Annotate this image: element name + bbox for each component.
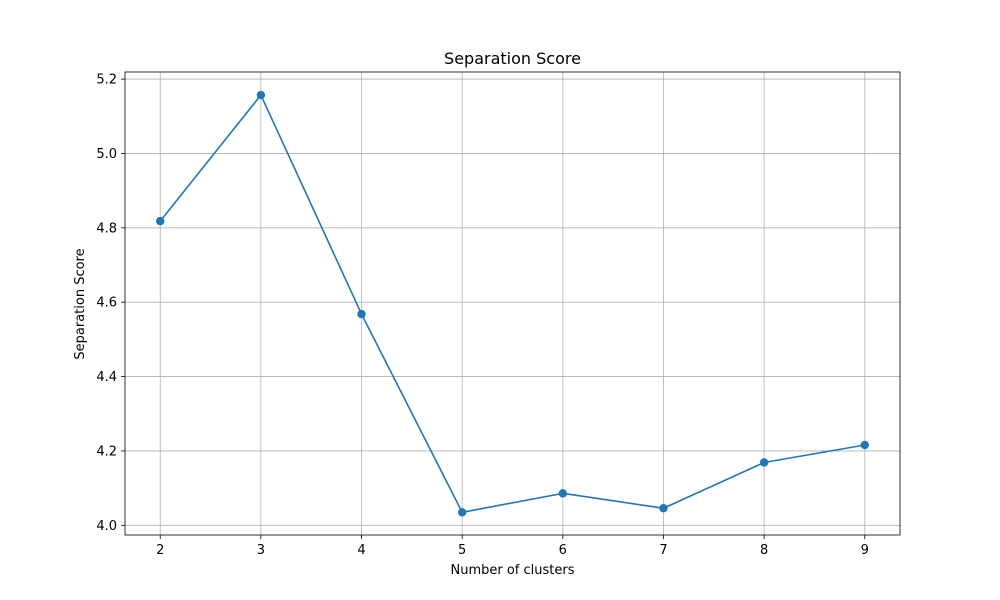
data-point bbox=[457, 508, 467, 517]
y-tick-label: 4.8 bbox=[96, 221, 117, 236]
data-point bbox=[256, 90, 266, 100]
x-tick-label: 5 bbox=[458, 543, 466, 558]
grid bbox=[125, 72, 900, 535]
y-axis-label: Separation Score bbox=[73, 248, 88, 359]
y-tick-label: 4.4 bbox=[96, 370, 117, 385]
data-point bbox=[357, 309, 366, 319]
x-tick-label: 7 bbox=[659, 543, 667, 558]
y-tick-label: 4.6 bbox=[96, 296, 117, 311]
data-point bbox=[659, 504, 668, 513]
y-tick-label: 4.2 bbox=[96, 444, 117, 459]
y-tick-label: 5.0 bbox=[96, 147, 117, 162]
x-tick-label: 3 bbox=[257, 543, 265, 558]
x-tick-label: 2 bbox=[156, 543, 164, 558]
y-tick-label: 4.0 bbox=[96, 519, 117, 534]
chart-title: Separation Score bbox=[444, 49, 581, 68]
x-tick-label: 4 bbox=[357, 543, 365, 558]
plot-frame bbox=[124, 71, 901, 536]
axes: 2 3 4 5 6 7 8 9 4.0 4.2 4.4 4.6 4.8 5.0 5.2 bbox=[96, 71, 901, 558]
data-point bbox=[156, 216, 165, 226]
series-layer bbox=[156, 90, 869, 517]
data-point bbox=[759, 458, 769, 467]
data-point bbox=[558, 489, 568, 498]
y-tick-label: 5.2 bbox=[96, 73, 117, 88]
data-point bbox=[860, 440, 869, 450]
x-axis-label: Number of clusters bbox=[450, 563, 574, 578]
x-tick-label: 9 bbox=[861, 543, 869, 558]
x-tick-label: 8 bbox=[760, 543, 768, 558]
x-tick-label: 6 bbox=[559, 543, 567, 558]
series-line bbox=[159, 94, 865, 514]
